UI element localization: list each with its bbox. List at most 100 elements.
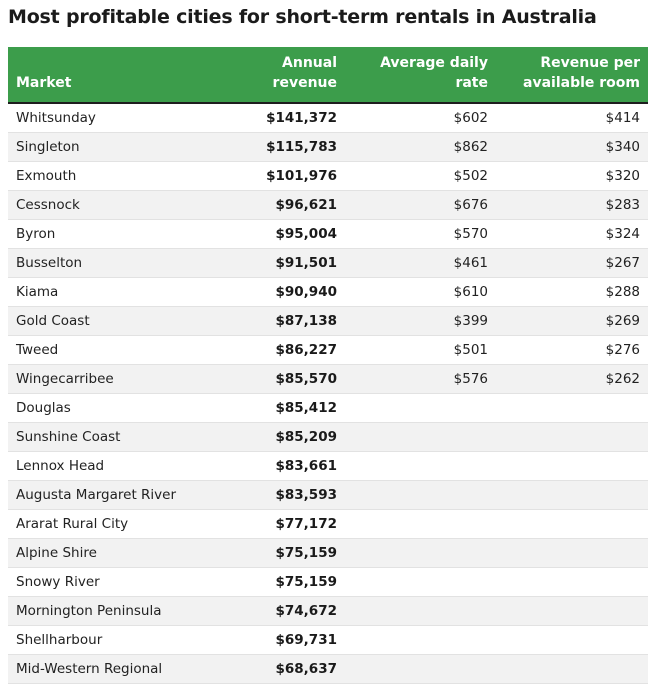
cell-average-daily-rate xyxy=(345,509,496,539)
cell-market: Tweed xyxy=(8,335,210,365)
header-row: Market Annual revenue Average daily rate… xyxy=(8,47,648,104)
cell-annual-revenue: $85,412 xyxy=(210,393,345,423)
cell-revpar xyxy=(496,422,648,452)
cell-annual-revenue: $86,227 xyxy=(210,335,345,365)
cell-market: Wingecarribee xyxy=(8,364,210,394)
cell-annual-revenue: $90,940 xyxy=(210,277,345,307)
cell-annual-revenue: $85,209 xyxy=(210,422,345,452)
cell-average-daily-rate xyxy=(345,625,496,655)
cell-annual-revenue: $77,172 xyxy=(210,509,345,539)
cell-average-daily-rate xyxy=(345,538,496,568)
cell-market: Mid-Western Regional xyxy=(8,654,210,684)
cell-average-daily-rate: $502 xyxy=(345,161,496,191)
table-row: Augusta Margaret River $83,593 xyxy=(8,480,648,510)
cell-revpar xyxy=(496,654,648,684)
cell-average-daily-rate xyxy=(345,654,496,684)
data-table: Market Annual revenue Average daily rate… xyxy=(8,47,648,684)
table-row: Shellharbour $69,731 xyxy=(8,625,648,655)
cell-revpar: $288 xyxy=(496,277,648,307)
cell-revpar: $324 xyxy=(496,219,648,249)
table-row: Tweed $86,227 $501 $276 xyxy=(8,335,648,365)
table-row: Snowy River $75,159 xyxy=(8,567,648,597)
cell-average-daily-rate: $501 xyxy=(345,335,496,365)
column-header-market: Market xyxy=(8,47,210,104)
table-row: Whitsunday $141,372 $602 $414 xyxy=(8,103,648,133)
cell-annual-revenue: $75,159 xyxy=(210,538,345,568)
table-row: Ararat Rural City $77,172 xyxy=(8,509,648,539)
cell-average-daily-rate: $676 xyxy=(345,190,496,220)
cell-average-daily-rate: $862 xyxy=(345,132,496,162)
table-row: Singleton $115,783 $862 $340 xyxy=(8,132,648,162)
table-row: Douglas $85,412 xyxy=(8,393,648,423)
cell-annual-revenue: $141,372 xyxy=(210,103,345,133)
cell-market: Alpine Shire xyxy=(8,538,210,568)
cell-annual-revenue: $115,783 xyxy=(210,132,345,162)
revpar-header-line2: available room xyxy=(523,75,640,91)
cell-revpar: $276 xyxy=(496,335,648,365)
table-row: Cessnock $96,621 $676 $283 xyxy=(8,190,648,220)
cell-market: Shellharbour xyxy=(8,625,210,655)
table-row: Alpine Shire $75,159 xyxy=(8,538,648,568)
table-row: Exmouth $101,976 $502 $320 xyxy=(8,161,648,191)
cell-annual-revenue: $75,159 xyxy=(210,567,345,597)
cell-average-daily-rate xyxy=(345,480,496,510)
cell-average-daily-rate: $576 xyxy=(345,364,496,394)
cell-annual-revenue: $74,672 xyxy=(210,596,345,626)
cell-market: Augusta Margaret River xyxy=(8,480,210,510)
cell-average-daily-rate xyxy=(345,393,496,423)
cell-market: Kiama xyxy=(8,277,210,307)
cell-annual-revenue: $85,570 xyxy=(210,364,345,394)
cell-annual-revenue: $101,976 xyxy=(210,161,345,191)
table-row: Gold Coast $87,138 $399 $269 xyxy=(8,306,648,336)
cell-market: Cessnock xyxy=(8,190,210,220)
cell-revpar xyxy=(496,567,648,597)
table-row: Busselton $91,501 $461 $267 xyxy=(8,248,648,278)
cell-revpar: $269 xyxy=(496,306,648,336)
cell-average-daily-rate: $610 xyxy=(345,277,496,307)
cell-annual-revenue: $83,661 xyxy=(210,451,345,481)
cell-revpar: $283 xyxy=(496,190,648,220)
cell-market: Lennox Head xyxy=(8,451,210,481)
cell-market: Douglas xyxy=(8,393,210,423)
table-row: Lennox Head $83,661 xyxy=(8,451,648,481)
cell-market: Sunshine Coast xyxy=(8,422,210,452)
table-row: Sunshine Coast $85,209 xyxy=(8,422,648,452)
column-header-average-daily-rate: Average daily rate xyxy=(345,47,496,104)
cell-revpar: $414 xyxy=(496,103,648,133)
cell-average-daily-rate: $461 xyxy=(345,248,496,278)
cell-annual-revenue: $69,731 xyxy=(210,625,345,655)
cell-revpar xyxy=(496,393,648,423)
cell-revpar xyxy=(496,538,648,568)
cell-revpar xyxy=(496,480,648,510)
cell-market: Whitsunday xyxy=(8,103,210,133)
cell-annual-revenue: $91,501 xyxy=(210,248,345,278)
table-row: Mornington Peninsula $74,672 xyxy=(8,596,648,626)
chart-title: Most profitable cities for short-term re… xyxy=(8,6,597,28)
cell-market: Mornington Peninsula xyxy=(8,596,210,626)
table-header: Market Annual revenue Average daily rate… xyxy=(8,47,648,104)
cell-average-daily-rate: $570 xyxy=(345,219,496,249)
cell-revpar xyxy=(496,625,648,655)
cell-revpar: $340 xyxy=(496,132,648,162)
cell-market: Snowy River xyxy=(8,567,210,597)
cell-average-daily-rate xyxy=(345,422,496,452)
cell-revpar: $320 xyxy=(496,161,648,191)
cell-annual-revenue: $87,138 xyxy=(210,306,345,336)
table-row: Byron $95,004 $570 $324 xyxy=(8,219,648,249)
cell-revpar xyxy=(496,509,648,539)
table-row: Mid-Western Regional $68,637 xyxy=(8,654,648,684)
column-header-revpar: Revenue per available room xyxy=(496,47,648,104)
cell-average-daily-rate: $602 xyxy=(345,103,496,133)
cell-average-daily-rate xyxy=(345,451,496,481)
cell-annual-revenue: $96,621 xyxy=(210,190,345,220)
cell-revpar xyxy=(496,596,648,626)
cell-revpar xyxy=(496,451,648,481)
cell-market: Gold Coast xyxy=(8,306,210,336)
column-header-annual-revenue: Annual revenue xyxy=(210,47,345,104)
cell-market: Byron xyxy=(8,219,210,249)
cell-market: Busselton xyxy=(8,248,210,278)
cell-revpar: $267 xyxy=(496,248,648,278)
table-body: Whitsunday $141,372 $602 $414 Singleton $115,… xyxy=(8,103,648,684)
revpar-header-line1: Revenue per xyxy=(540,55,640,71)
